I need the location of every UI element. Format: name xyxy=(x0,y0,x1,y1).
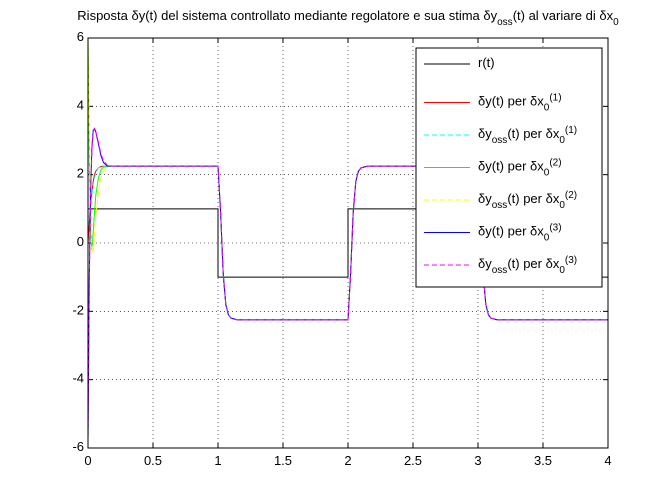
x-tick-label: 3 xyxy=(474,453,481,468)
y-tick-label: 6 xyxy=(77,29,84,44)
y-tick-label: -4 xyxy=(72,371,84,386)
legend-label: r(t) xyxy=(478,55,495,70)
y-tick-label: -6 xyxy=(72,439,84,454)
x-tick-label: 3.5 xyxy=(534,453,552,468)
x-tick-label: 0.5 xyxy=(144,453,162,468)
chart-title: Risposta δy(t) del sistema controllato m… xyxy=(77,8,619,27)
legend-label: δy(t) per δx0(3)​ xyxy=(478,222,562,243)
x-tick-label: 1.5 xyxy=(274,453,292,468)
x-tick-label: 4 xyxy=(604,453,611,468)
y-tick-label: 0 xyxy=(77,234,84,249)
x-tick-label: 0 xyxy=(84,453,91,468)
legend-label: δyoss(t) per δx0(3)​ xyxy=(478,255,577,276)
x-tick-label: 2.5 xyxy=(404,453,422,468)
legend-label: δy(t) per δx0(1)​ xyxy=(478,92,562,113)
x-tick-label: 1 xyxy=(214,453,221,468)
legend-label: δy(t) per δx0(2)​ xyxy=(478,157,562,178)
y-tick-label: -2 xyxy=(72,303,84,318)
legend-label: δyoss(t) per δx0(1)​ xyxy=(478,125,577,146)
axes-box xyxy=(87,37,609,449)
y-tick-label: 4 xyxy=(77,98,84,113)
y-tick-label: 2 xyxy=(77,166,84,181)
x-tick-label: 2 xyxy=(344,453,351,468)
legend-label: δyoss(t) per δx0(2)​ xyxy=(478,190,577,211)
